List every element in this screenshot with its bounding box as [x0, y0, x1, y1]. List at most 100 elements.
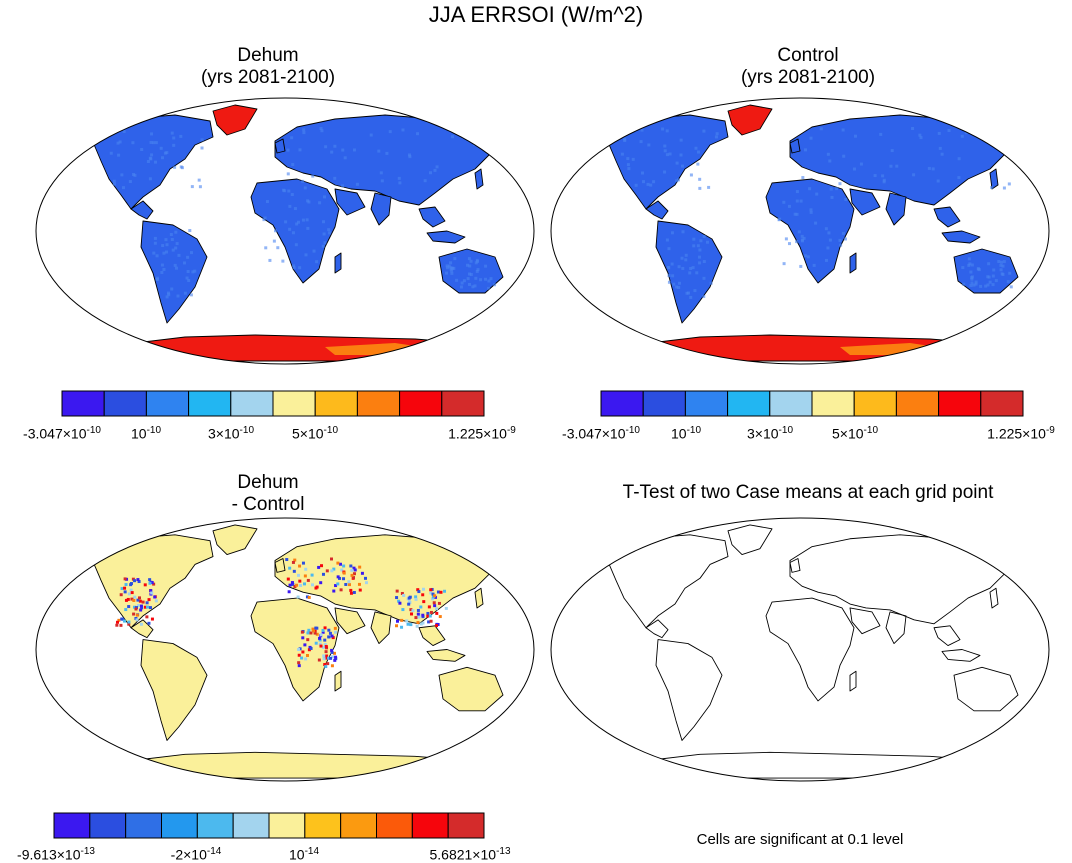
colorbar-swatch: [376, 812, 413, 839]
colorbar-dehum-label: 5×10-10: [292, 425, 338, 442]
colorbar-swatch: [769, 390, 813, 417]
colorbar-swatch: [196, 812, 234, 839]
colorbar-control-label: -3.047×10-10: [562, 425, 640, 442]
continent-antarctica: [104, 751, 496, 779]
colorbar-dehum-label: -3.047×10-10: [23, 425, 101, 442]
continent-centralAmerica: [645, 200, 669, 220]
continent-uk: [789, 138, 801, 154]
colorbar-swatch: [340, 812, 377, 839]
colorbar-difference-label: -2×10-14: [170, 846, 222, 863]
colorbar-swatch: [304, 812, 342, 839]
continent-madagascar: [849, 252, 857, 274]
colorbar-swatch: [103, 390, 147, 417]
map-border: [550, 97, 1050, 365]
map-panel-difference: [35, 517, 535, 782]
continent-southAmerica: [140, 639, 208, 741]
colorbar-swatch: [272, 390, 316, 417]
significance-note: Cells are significant at 0.1 level: [696, 831, 904, 848]
continent-nz: [1025, 288, 1035, 310]
continent-centralAmerica: [645, 619, 669, 639]
colorbar-swatch: [161, 812, 198, 839]
continent-madagascar: [334, 670, 342, 692]
colorbar-swatch: [938, 390, 982, 417]
colorbar-control-label: 10-10: [670, 425, 702, 442]
map-panel-control: [550, 97, 1050, 365]
map-border: [35, 97, 535, 365]
continent-indonesia: [426, 230, 466, 244]
colorbar-dehum-label: 1.225×10-9: [448, 425, 516, 442]
continent-arabia: [849, 607, 881, 635]
continent-greenland: [212, 104, 258, 136]
continent-india: [370, 192, 392, 226]
colorbar-control: [600, 390, 1024, 417]
panel-title-line2: (yrs 2081-2100): [740, 67, 876, 88]
map-panel-dehum: [35, 97, 535, 365]
continent-japan: [989, 587, 999, 609]
continent-madagascar: [849, 670, 857, 692]
continent-indonesia: [941, 649, 981, 662]
continent-africa: [765, 178, 855, 284]
continent-antarctica: [619, 751, 1011, 779]
colorbar-swatch: [811, 390, 855, 417]
colorbar-swatch: [853, 390, 897, 417]
continent-southAmerica: [655, 639, 723, 741]
panel-title-line2: - Control: [231, 494, 305, 515]
colorbar-control-label: 3×10-10: [747, 425, 793, 442]
continent-seAsia: [933, 206, 961, 228]
map-border: [550, 517, 1050, 782]
continent-europeAsia: [789, 534, 1019, 625]
map-border: [35, 517, 535, 782]
continent-europeAsia: [274, 534, 504, 625]
continent-centralAmerica: [130, 200, 154, 220]
continent-australia: [438, 248, 504, 294]
colorbar-swatch: [642, 390, 686, 417]
continent-japan: [989, 168, 999, 190]
figure-title: JJA ERRSOI (W/m^2): [428, 2, 644, 27]
continent-seAsia: [418, 206, 446, 228]
continent-africa: [250, 597, 340, 702]
panel-title-ttest: T-Test of two Case means at each grid po…: [622, 482, 994, 503]
continent-australia: [953, 666, 1019, 712]
colorbar-dehum: [61, 390, 485, 417]
colorbar-difference-label: 5.6821×10-13: [429, 846, 511, 863]
colorbar-swatch: [684, 390, 729, 417]
continent-africa: [765, 597, 855, 702]
colorbar-swatch: [447, 812, 485, 839]
colorbar-swatch: [188, 390, 232, 417]
continent-southAmerica: [140, 220, 208, 324]
colorbar-swatch: [980, 390, 1024, 417]
continent-india: [885, 192, 907, 226]
continent-africa: [250, 178, 340, 284]
colorbar-difference-label: 10-14: [288, 846, 320, 863]
panel-title-line2: (yrs 2081-2100): [200, 67, 336, 88]
panel-title-control: Control (yrs 2081-2100): [658, 45, 958, 89]
difference-speckles: [115, 557, 448, 669]
continent-arabia: [849, 188, 881, 216]
continent-india: [885, 611, 907, 645]
land-texture: [109, 127, 497, 299]
colorbar-swatch: [232, 812, 270, 839]
continent-indonesia: [941, 230, 981, 244]
continent-arabia: [334, 188, 366, 216]
panel-title-line1: Dehum: [237, 45, 299, 66]
colorbar-swatch: [230, 390, 274, 417]
colorbar-swatch: [600, 390, 644, 417]
colorbar-swatch: [125, 812, 162, 839]
colorbar-swatch: [356, 390, 401, 417]
colorbar-swatch: [145, 390, 190, 417]
colorbar-dehum-label: 3×10-10: [208, 425, 254, 442]
colorbar-swatch: [89, 812, 127, 839]
continent-greenland: [727, 104, 773, 136]
colorbar-swatch: [314, 390, 358, 417]
panel-title-line1: Dehum: [237, 472, 299, 493]
continent-northAmerica: [604, 534, 729, 629]
colorbar-control-label: 5×10-10: [832, 425, 878, 442]
colorbar-swatch: [895, 390, 940, 417]
colorbar-swatch: [441, 390, 485, 417]
colorbar-swatch: [61, 390, 105, 417]
continent-madagascar: [334, 252, 342, 274]
continent-arabia: [334, 607, 366, 635]
continent-australia: [438, 666, 504, 712]
continent-japan: [474, 168, 484, 190]
map-panel-ttest: [550, 517, 1050, 782]
